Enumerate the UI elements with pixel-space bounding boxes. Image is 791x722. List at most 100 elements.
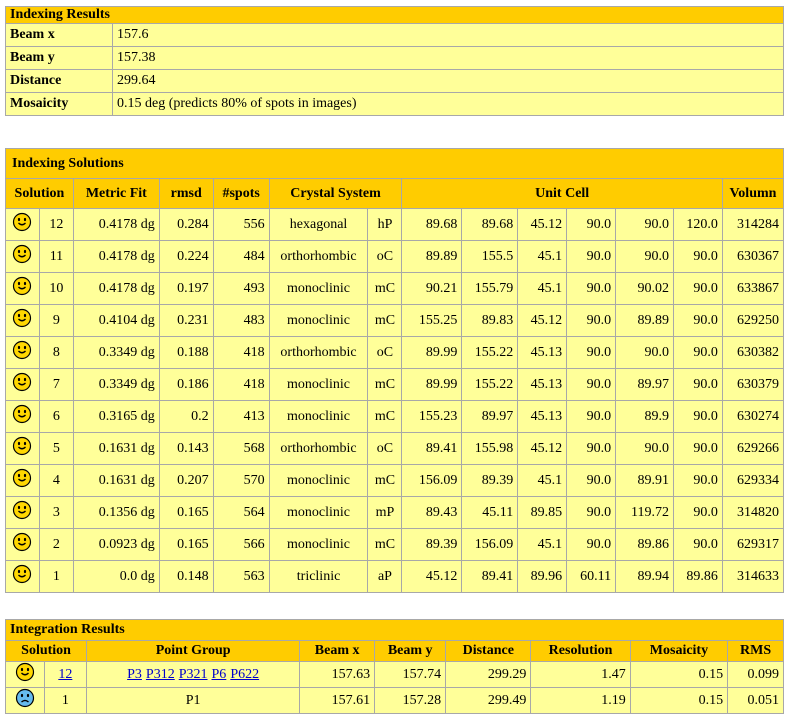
- unit-cell-value: 89.39: [401, 528, 463, 561]
- solution-icon-cell: [5, 272, 40, 305]
- result-label: Mosaicity: [5, 92, 113, 116]
- unit-cell-value: 89.68: [401, 208, 463, 241]
- unit-cell-value: 45.1: [517, 528, 568, 561]
- point-group-cell: P3 P312 P321 P6 P622: [86, 661, 301, 688]
- col-header-solution: Solution: [4, 640, 88, 662]
- unit-cell-value: 90.0: [615, 208, 674, 241]
- unit-cell-value: 90.0: [566, 464, 617, 497]
- solution-row: 5 0.1631 dg 0.143 568 orthorhombic oC 89.41 155…: [5, 432, 785, 465]
- crystal-system: hexagonal: [268, 208, 369, 241]
- spots-count: 568: [212, 432, 270, 465]
- point-group-link[interactable]: P6: [211, 666, 227, 682]
- result-row-distance: Distance 299.64: [5, 69, 784, 93]
- crystal-system: monoclinic: [268, 400, 369, 433]
- metric-fit: 0.4178 dg: [72, 272, 160, 305]
- unit-cell-value: 89.68: [461, 208, 519, 241]
- unit-cell-value: 89.86: [615, 528, 674, 561]
- unit-cell-value: 89.97: [615, 368, 674, 401]
- unit-cell-value: 90.0: [673, 432, 723, 465]
- metric-fit: 0.3165 dg: [72, 400, 160, 433]
- unit-cell-value: 89.99: [401, 336, 463, 369]
- solution-number: 1: [43, 687, 88, 714]
- happy-face-icon: [12, 404, 32, 428]
- unit-cell-value: 45.11: [461, 496, 519, 529]
- spots-count: 418: [212, 368, 270, 401]
- unit-cell-value: 120.0: [673, 208, 723, 241]
- resolution-value: 1.19: [530, 687, 631, 714]
- solution-row: 12 0.4178 dg 0.284 556 hexagonal hP 89.68 89.68…: [5, 208, 785, 241]
- rms-value: 0.051: [727, 687, 784, 714]
- result-label: Distance: [5, 69, 113, 93]
- volume-value: 633867: [721, 272, 785, 305]
- col-header-resolution: Resolution: [530, 640, 631, 662]
- beam-y-value: 157.28: [374, 687, 447, 714]
- unit-cell-value: 90.0: [673, 240, 723, 273]
- beam-y-value: 157.74: [374, 661, 447, 688]
- volume-value: 314633: [721, 560, 785, 593]
- point-group-link[interactable]: P312: [145, 666, 175, 682]
- unit-cell-value: 90.0: [615, 336, 674, 369]
- unit-cell-value: 45.1: [517, 464, 568, 497]
- solution-number: 1: [38, 560, 74, 593]
- solutions-header-row: Solution Metric Fit rmsd #spots Crystal …: [5, 178, 785, 209]
- solution-number: 12: [43, 661, 88, 688]
- crystal-system: monoclinic: [268, 304, 369, 337]
- beam-x-value: 157.61: [299, 687, 376, 714]
- spots-count: 484: [212, 240, 270, 273]
- solution-number: 5: [38, 432, 74, 465]
- happy-face-icon: [12, 276, 32, 300]
- solution-number: 10: [38, 272, 74, 305]
- unit-cell-value: 90.0: [566, 304, 617, 337]
- solution-row: 7 0.3349 dg 0.186 418 monoclinic mC 89.99 155.2…: [5, 368, 785, 401]
- point-group-link[interactable]: P3: [127, 666, 142, 682]
- solution-icon-cell: [5, 560, 40, 593]
- volume-value: 629266: [721, 432, 785, 465]
- spots-count: 570: [212, 464, 270, 497]
- unit-cell-value: 119.72: [615, 496, 674, 529]
- col-header-crystal-system: Crystal System: [268, 178, 403, 209]
- point-group-link[interactable]: P321: [178, 666, 208, 682]
- metric-fit: 0.3349 dg: [72, 368, 160, 401]
- unit-cell-value: 90.0: [566, 336, 617, 369]
- unit-cell-value: 90.0: [566, 496, 617, 529]
- col-header-rms: RMS: [727, 640, 784, 662]
- metric-fit: 0.4178 dg: [72, 240, 160, 273]
- col-header-volumn: Volumn: [721, 178, 785, 209]
- solution-icon-cell: [5, 464, 40, 497]
- unit-cell-value: 90.0: [566, 240, 617, 273]
- solution-icon-cell: [5, 496, 40, 529]
- metric-fit: 0.1356 dg: [72, 496, 160, 529]
- solution-row: 6 0.3165 dg 0.2 413 monoclinic mC 155.23 89.97 4…: [5, 400, 785, 433]
- result-label: Beam y: [5, 46, 113, 70]
- happy-face-icon: [12, 212, 32, 236]
- unit-cell-value: 155.22: [461, 336, 519, 369]
- unit-cell-value: 89.89: [615, 304, 674, 337]
- unit-cell-value: 89.41: [401, 432, 463, 465]
- rmsd-value: 0.207: [158, 464, 214, 497]
- crystal-system: orthorhombic: [268, 336, 369, 369]
- unit-cell-value: 60.11: [566, 560, 617, 593]
- col-header-spots: #spots: [212, 178, 270, 209]
- rmsd-value: 0.186: [158, 368, 214, 401]
- solution-link[interactable]: 12: [58, 666, 73, 682]
- result-value: 157.6: [112, 23, 784, 47]
- integration-row: 12 P3 P312 P321 P6 P622 157.63 157.74 299.29 1.47…: [5, 661, 784, 688]
- solution-icon-cell: [5, 240, 40, 273]
- distance-value: 299.49: [445, 687, 532, 714]
- col-header-beam-x: Beam x: [299, 640, 376, 662]
- crystal-system: monoclinic: [268, 528, 369, 561]
- unit-cell-value: 45.12: [517, 208, 568, 241]
- integration-row: 1 P1 157.61 157.28 299.49 1.19 0.15 0.051: [5, 687, 784, 714]
- rmsd-value: 0.188: [158, 336, 214, 369]
- crystal-system: monoclinic: [268, 368, 369, 401]
- lattice-symbol: mC: [367, 368, 403, 401]
- solution-icon-cell: [5, 336, 40, 369]
- happy-face-icon: [12, 468, 32, 492]
- point-group-link[interactable]: P622: [230, 666, 260, 682]
- solution-row: 1 0.0 dg 0.148 563 triclinic aP 45.12 89.41 89.9…: [5, 560, 785, 593]
- mosaicity-value: 0.15: [629, 687, 729, 714]
- unit-cell-value: 90.0: [673, 400, 723, 433]
- distance-value: 299.29: [445, 661, 532, 688]
- unit-cell-value: 90.0: [673, 368, 723, 401]
- unit-cell-value: 90.0: [566, 400, 617, 433]
